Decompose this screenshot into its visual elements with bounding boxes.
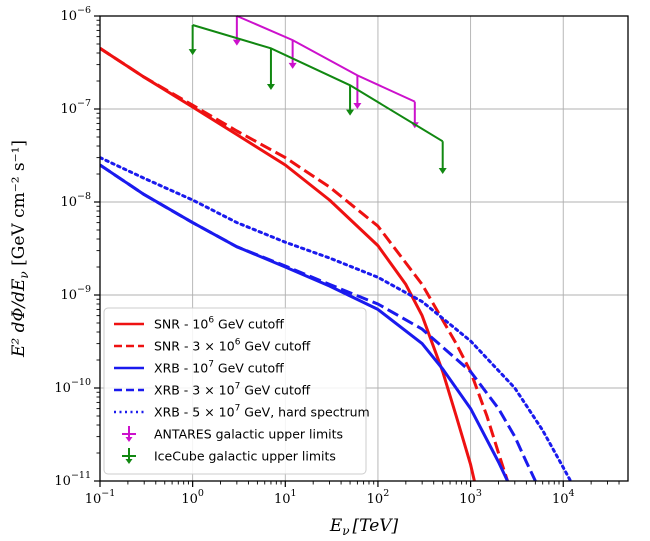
- legend-label-limits-0: ANTARES galactic upper limits: [154, 427, 343, 442]
- y-tick-label: 10−11: [54, 470, 91, 489]
- legend-label-3: XRB - 3 × 107 GeV cutoff: [154, 382, 311, 398]
- legend-label-1: SNR - 3 × 106 GeV cutoff: [154, 338, 311, 354]
- legend-label-4: XRB - 5 × 107 GeV, hard spectrum: [154, 404, 370, 420]
- legend-box: [103, 307, 367, 475]
- x-tick-label: 101: [274, 488, 297, 507]
- y-tick-label: 10−6: [60, 5, 91, 24]
- upper-limit-arrow: [232, 39, 241, 46]
- legend-label-0: SNR - 106 GeV cutoff: [154, 316, 284, 332]
- series-line-1: [100, 47, 509, 481]
- upper-limit-arrow: [438, 168, 447, 175]
- x-tick-label: 10−1: [85, 488, 116, 507]
- axis-labels: Eν [TeV] E² dΦ/dEν [GeV cm⁻² s⁻¹]: [9, 140, 399, 538]
- y-axis-label: E² dΦ/dEν [GeV cm⁻² s⁻¹]: [9, 140, 31, 358]
- series-line-0: [100, 47, 476, 481]
- upper-limit-arrow: [346, 109, 355, 116]
- upper-limit-arrow: [353, 103, 362, 109]
- x-tick-label: 103: [459, 488, 482, 507]
- x-axis-label: Eν [TeV]: [329, 516, 399, 538]
- upper-limit-arrow: [188, 49, 197, 56]
- upper-limit-arrow: [288, 62, 297, 69]
- legend-label-limits-1: IceCube galactic upper limits: [154, 449, 336, 464]
- x-tick-label: 104: [552, 488, 575, 507]
- x-tick-label: 102: [367, 488, 390, 507]
- upper-limit-arrow: [266, 84, 275, 91]
- y-tick-label: 10−10: [54, 377, 91, 396]
- legend-label-2: XRB - 107 GeV cutoff: [154, 360, 284, 376]
- ticks-layer: 10−1 100 101 102 103 104 10−11 10−10 10−9 10−8 10−…: [54, 5, 620, 507]
- upper-limit-line-1: [192, 24, 444, 143]
- series-line-2: [100, 163, 509, 481]
- y-tick-label: 10−9: [60, 284, 91, 303]
- y-tick-label: 10−7: [60, 98, 91, 117]
- series-layer: [100, 47, 573, 481]
- y-tick-label: 10−8: [60, 191, 91, 210]
- legend: SNR - 106 GeV cutoff SNR - 3 × 106 GeV cu…: [103, 307, 370, 475]
- upper-limit-line-0: [236, 15, 416, 103]
- legend-marker-arrow: [125, 459, 133, 464]
- series-line-3: [100, 163, 537, 481]
- x-tick-label: 100: [181, 488, 204, 507]
- legend-marker-arrow: [125, 437, 133, 442]
- series-line-4: [100, 156, 573, 481]
- upper-limits-layer: [188, 15, 447, 175]
